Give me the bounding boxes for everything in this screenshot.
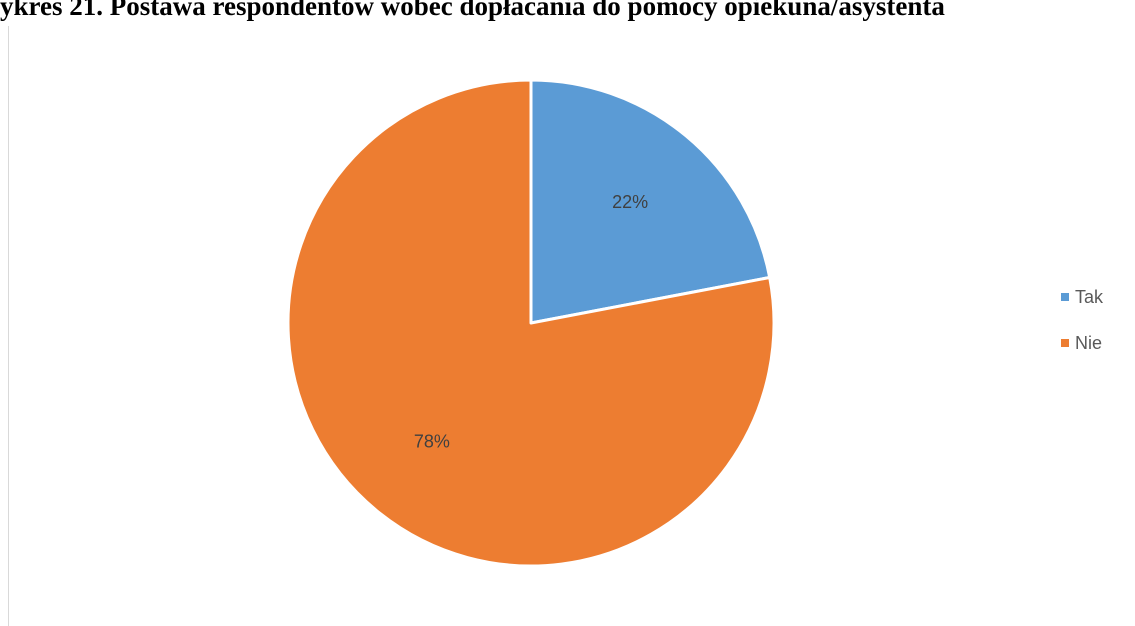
legend-item-tak: Tak xyxy=(1061,285,1131,309)
data-label-tak: 22% xyxy=(612,192,648,212)
chart-area xyxy=(8,26,1135,626)
legend-label: Nie xyxy=(1075,332,1103,353)
legend-label: Tak xyxy=(1075,286,1104,307)
legend-item-nie: Nie xyxy=(1061,331,1131,355)
legend-swatch xyxy=(1061,339,1069,347)
chart-legend: Tak Nie xyxy=(1061,285,1131,377)
data-label-nie: 78% xyxy=(414,432,450,452)
page-title: ykres 21. Postawa respondentów wobec dop… xyxy=(0,0,945,21)
pie-slice-nie xyxy=(286,78,776,568)
legend-swatch xyxy=(1061,293,1069,301)
pie-slice-tak xyxy=(529,78,772,325)
